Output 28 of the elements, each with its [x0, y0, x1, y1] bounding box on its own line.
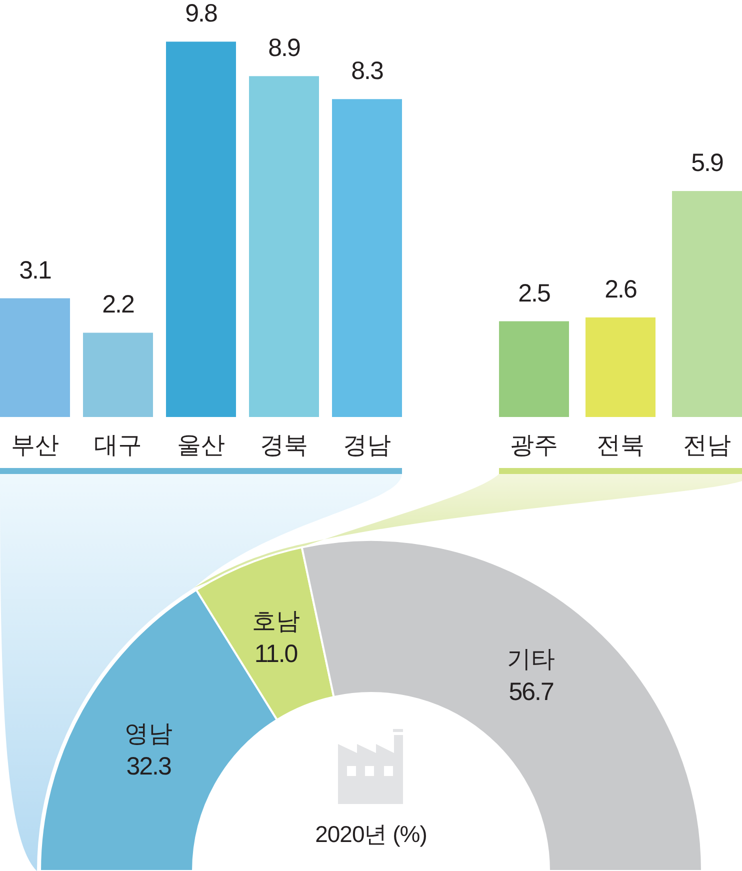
data-label: 8.9	[268, 34, 300, 62]
data-label: 3.1	[19, 256, 51, 284]
x-tick-label: 경남	[343, 432, 391, 459]
slice-label: 기타	[507, 646, 556, 674]
data-label: 9.8	[185, 0, 217, 28]
bar	[0, 298, 70, 417]
data-label: 11.0	[254, 640, 298, 668]
bar	[332, 99, 402, 417]
data-label: 56.7	[508, 678, 554, 706]
x-tick-label: 경북	[260, 432, 308, 459]
data-label: 32.3	[126, 752, 171, 780]
x-tick-label: 전북	[596, 432, 644, 459]
data-label: 2.6	[604, 275, 636, 304]
bar	[249, 76, 319, 417]
data-label: 2.2	[102, 290, 134, 319]
text: 2020년 (%)	[315, 821, 427, 847]
slice-label: 호남	[252, 608, 300, 635]
data-label: 5.9	[691, 149, 723, 178]
x-tick-label: 전남	[683, 432, 731, 459]
x-tick-label: 부산	[11, 432, 59, 459]
x-tick-label: 울산	[177, 432, 225, 459]
slice-label: 영남	[124, 720, 173, 748]
data-label: 8.3	[351, 57, 383, 86]
data-label: 2.5	[518, 279, 550, 308]
x-tick-label: 대구	[94, 432, 142, 459]
x-tick-label: 광주	[510, 432, 558, 459]
bar	[166, 42, 236, 417]
bar	[83, 332, 153, 417]
